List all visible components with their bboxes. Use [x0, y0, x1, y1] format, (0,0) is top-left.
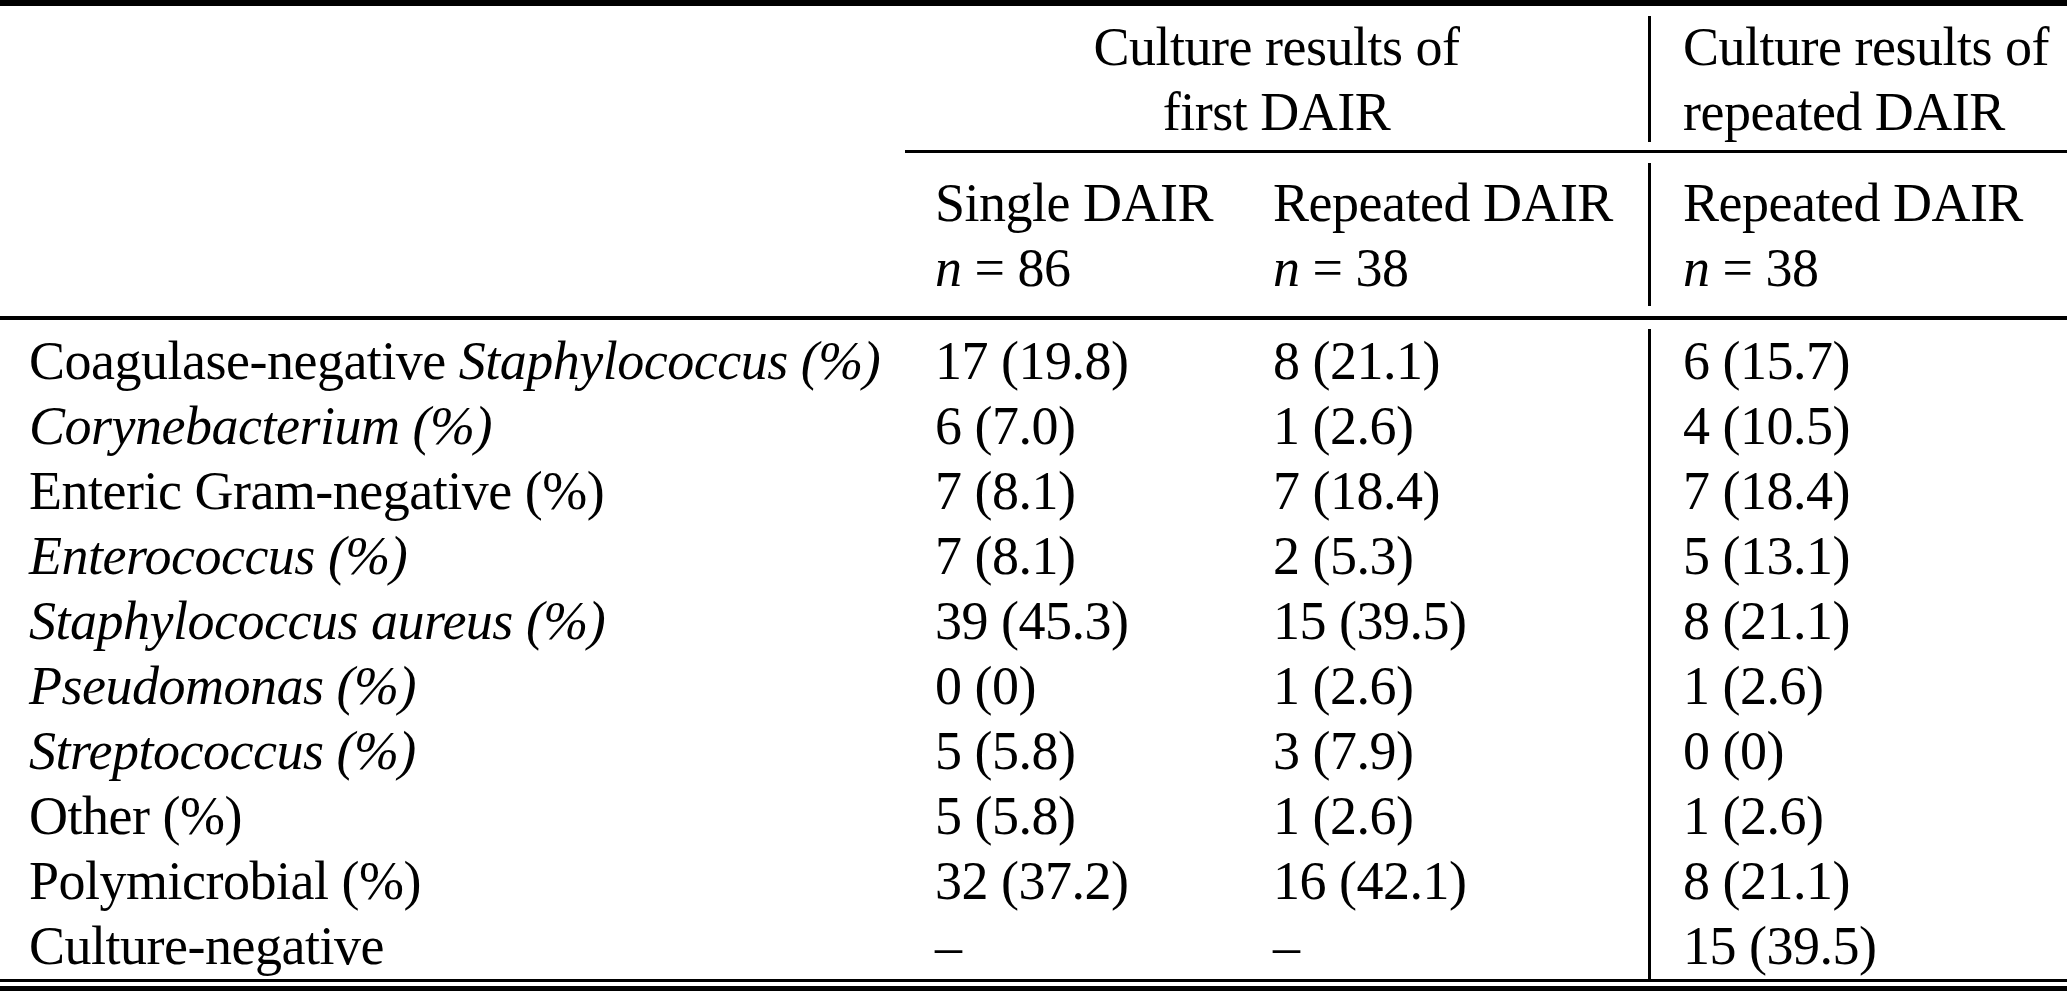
- row-label: Corynebacterium (%): [0, 394, 905, 459]
- paper-table-page: Culture results of first DAIR Culture re…: [0, 0, 2067, 991]
- table-row: Culture-negative––15 (39.5): [0, 914, 2067, 979]
- value-cell: 7 (8.1): [905, 459, 1245, 524]
- n-value: = 86: [962, 238, 1071, 298]
- column-group-first-dair-line1: Culture results of: [905, 15, 1648, 80]
- column-group-repeated-dair-line1: Culture results of: [1683, 15, 2067, 80]
- value-cell: 1 (2.6): [1245, 654, 1648, 719]
- column-group-repeated-dair-line2: repeated DAIR: [1683, 80, 2067, 145]
- value-cell: 15 (39.5): [1648, 914, 2067, 979]
- n-value: = 38: [1710, 238, 1819, 298]
- value-cell: 7 (18.4): [1245, 459, 1648, 524]
- value-cell: 5 (5.8): [905, 719, 1245, 784]
- table-row: Streptococcus (%) 5 (5.8)3 (7.9)0 (0): [0, 719, 2067, 784]
- value-cell: 8 (21.1): [1648, 849, 2067, 914]
- table-row: Enterococcus (%) 7 (8.1)2 (5.3)5 (13.1): [0, 524, 2067, 589]
- row-label-text: Culture-negative: [29, 916, 384, 976]
- value-cell: 1 (2.6): [1245, 784, 1648, 849]
- table-body: Coagulase-negative Staphylococcus (%)17 …: [0, 320, 2067, 979]
- column-header-repeated-dair-first: Repeated DAIR n = 38: [1245, 153, 1648, 316]
- organism-name-italic: Corynebacterium (%): [29, 396, 492, 456]
- value-cell: 7 (8.1): [905, 524, 1245, 589]
- n-symbol: n: [1683, 238, 1710, 298]
- table-row: Staphylococcus aureus (%) 39 (45.3)15 (39…: [0, 589, 2067, 654]
- value-cell: 5 (13.1): [1648, 524, 2067, 589]
- value-cell: 17 (19.8): [905, 329, 1245, 394]
- row-label-text: Other (%): [29, 786, 242, 846]
- organism-name-italic: Staphylococcus aureus (%): [29, 591, 605, 651]
- value-cell: 1 (2.6): [1648, 784, 2067, 849]
- table-row: Polymicrobial (%) 32 (37.2)16 (42.1)8 (21…: [0, 849, 2067, 914]
- row-label: Culture-negative: [0, 914, 905, 979]
- table-row: Other (%)5 (5.8)1 (2.6)1 (2.6): [0, 784, 2067, 849]
- table-row: Enteric Gram-negative (%)7 (8.1)7 (18.4)…: [0, 459, 2067, 524]
- column-header-single-dair: Single DAIR n = 86: [905, 153, 1245, 316]
- row-label-text: Coagulase-negative: [29, 331, 459, 391]
- column-group-first-dair: Culture results of first DAIR: [905, 6, 1648, 150]
- row-label: Pseudomonas (%): [0, 654, 905, 719]
- value-cell: 6 (7.0): [905, 394, 1245, 459]
- value-cell: 15 (39.5): [1245, 589, 1648, 654]
- column-header-repeated-dair-repeat-title: Repeated DAIR: [1683, 171, 2067, 236]
- column-group-repeated-dair: Culture results of repeated DAIR: [1648, 6, 2067, 150]
- value-cell: 0 (0): [1648, 719, 2067, 784]
- value-cell: 5 (5.8): [905, 784, 1245, 849]
- organism-name-italic: Streptococcus (%): [29, 721, 416, 781]
- table-row: Pseudomonas (%)0 (0)1 (2.6)1 (2.6): [0, 654, 2067, 719]
- n-symbol: n: [935, 238, 962, 298]
- value-cell: –: [905, 914, 1245, 979]
- value-cell: 16 (42.1): [1245, 849, 1648, 914]
- column-header-repeated-dair-repeat: Repeated DAIR n = 38: [1648, 153, 2067, 316]
- row-label: Coagulase-negative Staphylococcus (%): [0, 329, 905, 394]
- table-row: Corynebacterium (%) 6 (7.0)1 (2.6)4 (10.5…: [0, 394, 2067, 459]
- value-cell: 7 (18.4): [1648, 459, 2067, 524]
- column-header-single-dair-title: Single DAIR: [935, 171, 1245, 236]
- organism-name-italic: Staphylococcus (%): [459, 331, 880, 391]
- value-cell: 8 (21.1): [1648, 589, 2067, 654]
- value-cell: 6 (15.7): [1648, 329, 2067, 394]
- organism-name-italic: Enterococcus (%): [29, 526, 407, 586]
- row-label: Staphylococcus aureus (%): [0, 589, 905, 654]
- n-symbol: n: [1273, 238, 1300, 298]
- table-header: Culture results of first DAIR Culture re…: [0, 6, 2067, 320]
- table-bottom-thick-rule: [0, 986, 2067, 991]
- value-cell: 8 (21.1): [1245, 329, 1648, 394]
- value-cell: 4 (10.5): [1648, 394, 2067, 459]
- organism-name-italic: Pseudomonas (%): [29, 656, 416, 716]
- row-label: Polymicrobial (%): [0, 849, 905, 914]
- row-label-text: Enteric Gram-negative (%): [29, 461, 604, 521]
- value-cell: 0 (0): [905, 654, 1245, 719]
- row-label: Streptococcus (%): [0, 719, 905, 784]
- row-label-text: Polymicrobial (%): [29, 851, 421, 911]
- column-header-single-dair-n: n = 86: [935, 236, 1245, 301]
- column-header-repeated-dair-repeat-n: n = 38: [1683, 236, 2067, 301]
- column-header-repeated-dair-first-n: n = 38: [1273, 236, 1648, 301]
- row-label: Enteric Gram-negative (%): [0, 459, 905, 524]
- table-row: Coagulase-negative Staphylococcus (%)17 …: [0, 329, 2067, 394]
- row-label: Enterococcus (%): [0, 524, 905, 589]
- value-cell: 1 (2.6): [1245, 394, 1648, 459]
- value-cell: 3 (7.9): [1245, 719, 1648, 784]
- column-header-repeated-dair-first-title: Repeated DAIR: [1273, 171, 1648, 236]
- value-cell: 39 (45.3): [905, 589, 1245, 654]
- n-value: = 38: [1300, 238, 1409, 298]
- value-cell: 2 (5.3): [1245, 524, 1648, 589]
- value-cell: 32 (37.2): [905, 849, 1245, 914]
- row-label: Other (%): [0, 784, 905, 849]
- column-group-first-dair-line2: first DAIR: [905, 80, 1648, 145]
- value-cell: –: [1245, 914, 1648, 979]
- value-cell: 1 (2.6): [1648, 654, 2067, 719]
